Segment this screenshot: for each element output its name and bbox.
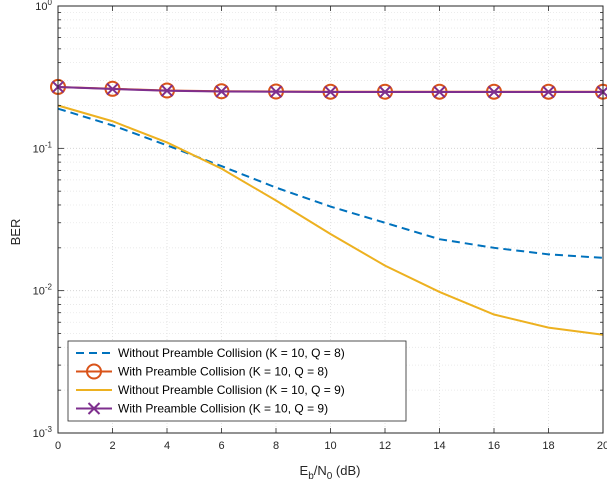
y-tick-label: 10-2	[33, 283, 53, 298]
x-marker	[378, 85, 392, 99]
x-axis-label-tail: (dB)	[332, 463, 360, 478]
x-tick-label: 2	[109, 440, 115, 452]
x-tick-label: 0	[55, 440, 61, 452]
x-marker	[215, 85, 228, 98]
legend-box	[67, 340, 407, 422]
y-axis-label: BER	[8, 219, 23, 246]
axis-ticks	[57, 5, 604, 434]
legend: Without Preamble Collision (K = 10, Q = …	[67, 340, 407, 422]
x-tick-label: 20	[597, 440, 607, 452]
x-tick-label: 12	[379, 440, 391, 452]
legend-entry-3: Without Preamble Collision (K = 10, Q = …	[76, 383, 345, 397]
x-axis-label-mid: /N	[314, 463, 327, 478]
y-tick-exponent: 0	[48, 0, 53, 7]
x-tick-label: 14	[433, 440, 445, 452]
y-tick-exponent: -3	[45, 425, 53, 434]
y-tick-label: 10-3	[33, 425, 53, 440]
legend-label: With Preamble Collision (K = 10, Q = 8)	[118, 365, 328, 379]
legend-entry-2: With Preamble Collision (K = 10, Q = 8)	[76, 363, 328, 380]
x-tick-label: 4	[164, 440, 170, 452]
x-axis-label: Eb/N0 (dB)	[300, 463, 361, 482]
legend-label: Without Preamble Collision (K = 10, Q = …	[118, 346, 345, 360]
legend-label: Without Preamble Collision (K = 10, Q = …	[118, 383, 345, 397]
x-axis-label-main: E	[300, 463, 309, 478]
y-tick-exponent: -2	[45, 283, 53, 292]
y-tick-base: 10	[33, 286, 45, 298]
legend-entry-4: With Preamble Collision (K = 10, Q = 9)	[76, 402, 328, 416]
x-marker	[160, 84, 174, 97]
series-layer	[50, 78, 607, 336]
legend-entry-1: Without Preamble Collision (K = 10, Q = …	[76, 346, 345, 360]
x-tick-label: 10	[324, 440, 336, 452]
x-tick-label: 16	[488, 440, 500, 452]
x-marker	[269, 85, 283, 98]
x-marker	[324, 85, 337, 99]
x-tick-label: 8	[273, 440, 279, 452]
series-line	[57, 104, 604, 336]
x-marker	[87, 402, 101, 415]
x-marker	[433, 85, 446, 99]
x-axis-label-sub1: b	[308, 471, 314, 482]
x-tick-label: 6	[218, 440, 224, 452]
x-tick-label: 18	[542, 440, 554, 452]
x-marker	[106, 82, 119, 96]
series-line	[57, 107, 604, 259]
circle-marker	[86, 363, 102, 380]
y-tick-base: 10	[33, 428, 45, 440]
series-4	[51, 80, 607, 99]
y-tick-base: 10	[35, 1, 47, 13]
x-tick-labels: 0 2 4 6 8 10 12 14 16 18 20	[55, 440, 607, 452]
y-tick-base: 10	[33, 143, 45, 155]
x-marker	[542, 85, 555, 99]
legend-label: With Preamble Collision (K = 10, Q = 9)	[118, 402, 328, 416]
y-tick-label: 10-1	[33, 140, 53, 155]
series-3	[57, 104, 604, 336]
y-tick-label: 100	[35, 0, 52, 13]
x-axis-label-sub2: 0	[327, 471, 333, 482]
series-1	[57, 107, 604, 259]
x-marker	[487, 85, 501, 99]
y-tick-exponent: -1	[45, 140, 53, 149]
